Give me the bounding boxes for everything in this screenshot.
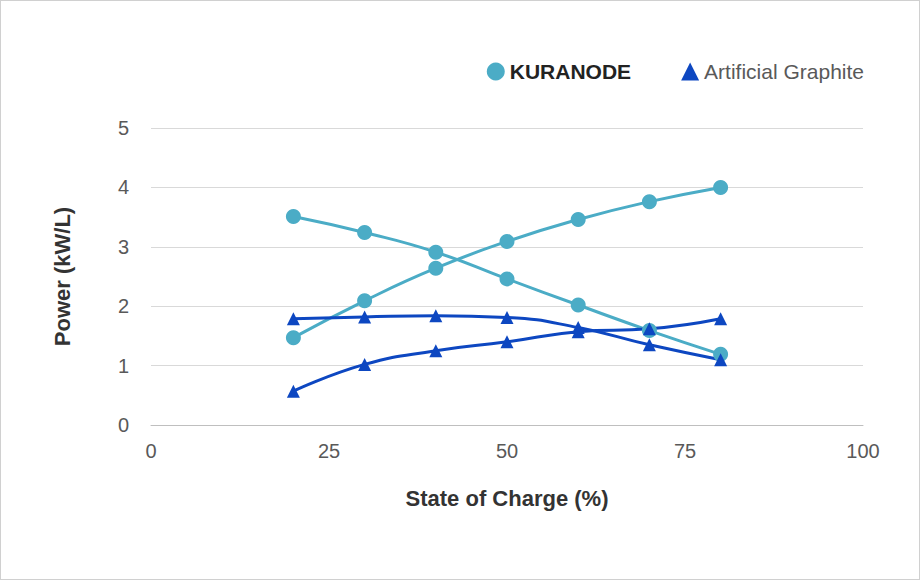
svg-text:Power (kW/L): Power (kW/L) — [50, 207, 75, 346]
svg-text:50: 50 — [496, 440, 518, 462]
svg-text:1: 1 — [118, 355, 129, 377]
svg-text:3: 3 — [118, 236, 129, 258]
svg-text:0: 0 — [145, 440, 156, 462]
svg-text:State of Charge (%): State of Charge (%) — [406, 486, 609, 511]
svg-text:100: 100 — [846, 440, 879, 462]
svg-text:5: 5 — [118, 117, 129, 139]
svg-text:KURANODE: KURANODE — [510, 60, 631, 83]
svg-text:Artificial Graphite: Artificial Graphite — [704, 60, 864, 83]
svg-text:4: 4 — [118, 176, 129, 198]
svg-text:25: 25 — [318, 440, 340, 462]
svg-text:2: 2 — [118, 295, 129, 317]
svg-text:75: 75 — [674, 440, 696, 462]
svg-text:0: 0 — [118, 414, 129, 436]
